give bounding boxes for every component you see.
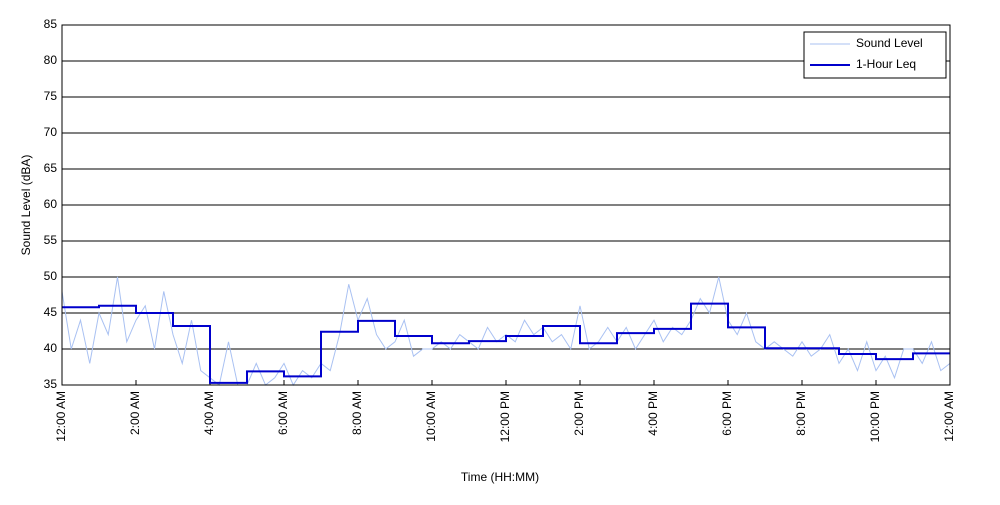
y-tick-label: 50	[44, 269, 58, 283]
data-line	[62, 302, 950, 384]
x-tick-label: 6:00 PM	[720, 391, 734, 436]
y-tick-label: 80	[44, 53, 58, 67]
x-tick-label: 4:00 AM	[202, 391, 216, 435]
legend-box	[803, 31, 947, 79]
x-tick-label: 2:00 AM	[128, 391, 142, 435]
x-tick-label: 6:00 AM	[276, 391, 290, 435]
x-tick-label: 4:00 PM	[646, 391, 660, 436]
x-tick-label: 8:00 AM	[350, 391, 364, 435]
x-tick-label: 12:00 AM	[942, 391, 956, 442]
x-tick-label: 10:00 PM	[868, 391, 882, 442]
y-tick-label: 65	[44, 161, 58, 175]
x-tick-label: 12:00 AM	[54, 391, 68, 442]
legend-label: Sound Level	[856, 36, 923, 50]
y-tick-label: 35	[44, 377, 58, 391]
x-tick-label: 2:00 PM	[572, 391, 586, 436]
x-axis-label: Time (HH:MM)	[461, 470, 539, 484]
y-tick-label: 60	[44, 197, 58, 211]
y-tick-label: 45	[44, 305, 58, 319]
y-tick-label: 70	[44, 125, 58, 139]
plot-frame	[61, 24, 951, 386]
y-tick-label: 85	[44, 17, 58, 31]
y-tick-label: 55	[44, 233, 58, 247]
legend-label: 1-Hour Leq	[856, 57, 916, 71]
x-tick-label: 10:00 AM	[424, 391, 438, 442]
x-tick-label: 8:00 PM	[794, 391, 808, 436]
x-tick-label: 12:00 PM	[498, 391, 512, 442]
y-tick-label: 40	[44, 341, 58, 355]
y-tick-label: 75	[44, 89, 58, 103]
y-axis-label: Sound Level (dBA)	[19, 155, 33, 256]
